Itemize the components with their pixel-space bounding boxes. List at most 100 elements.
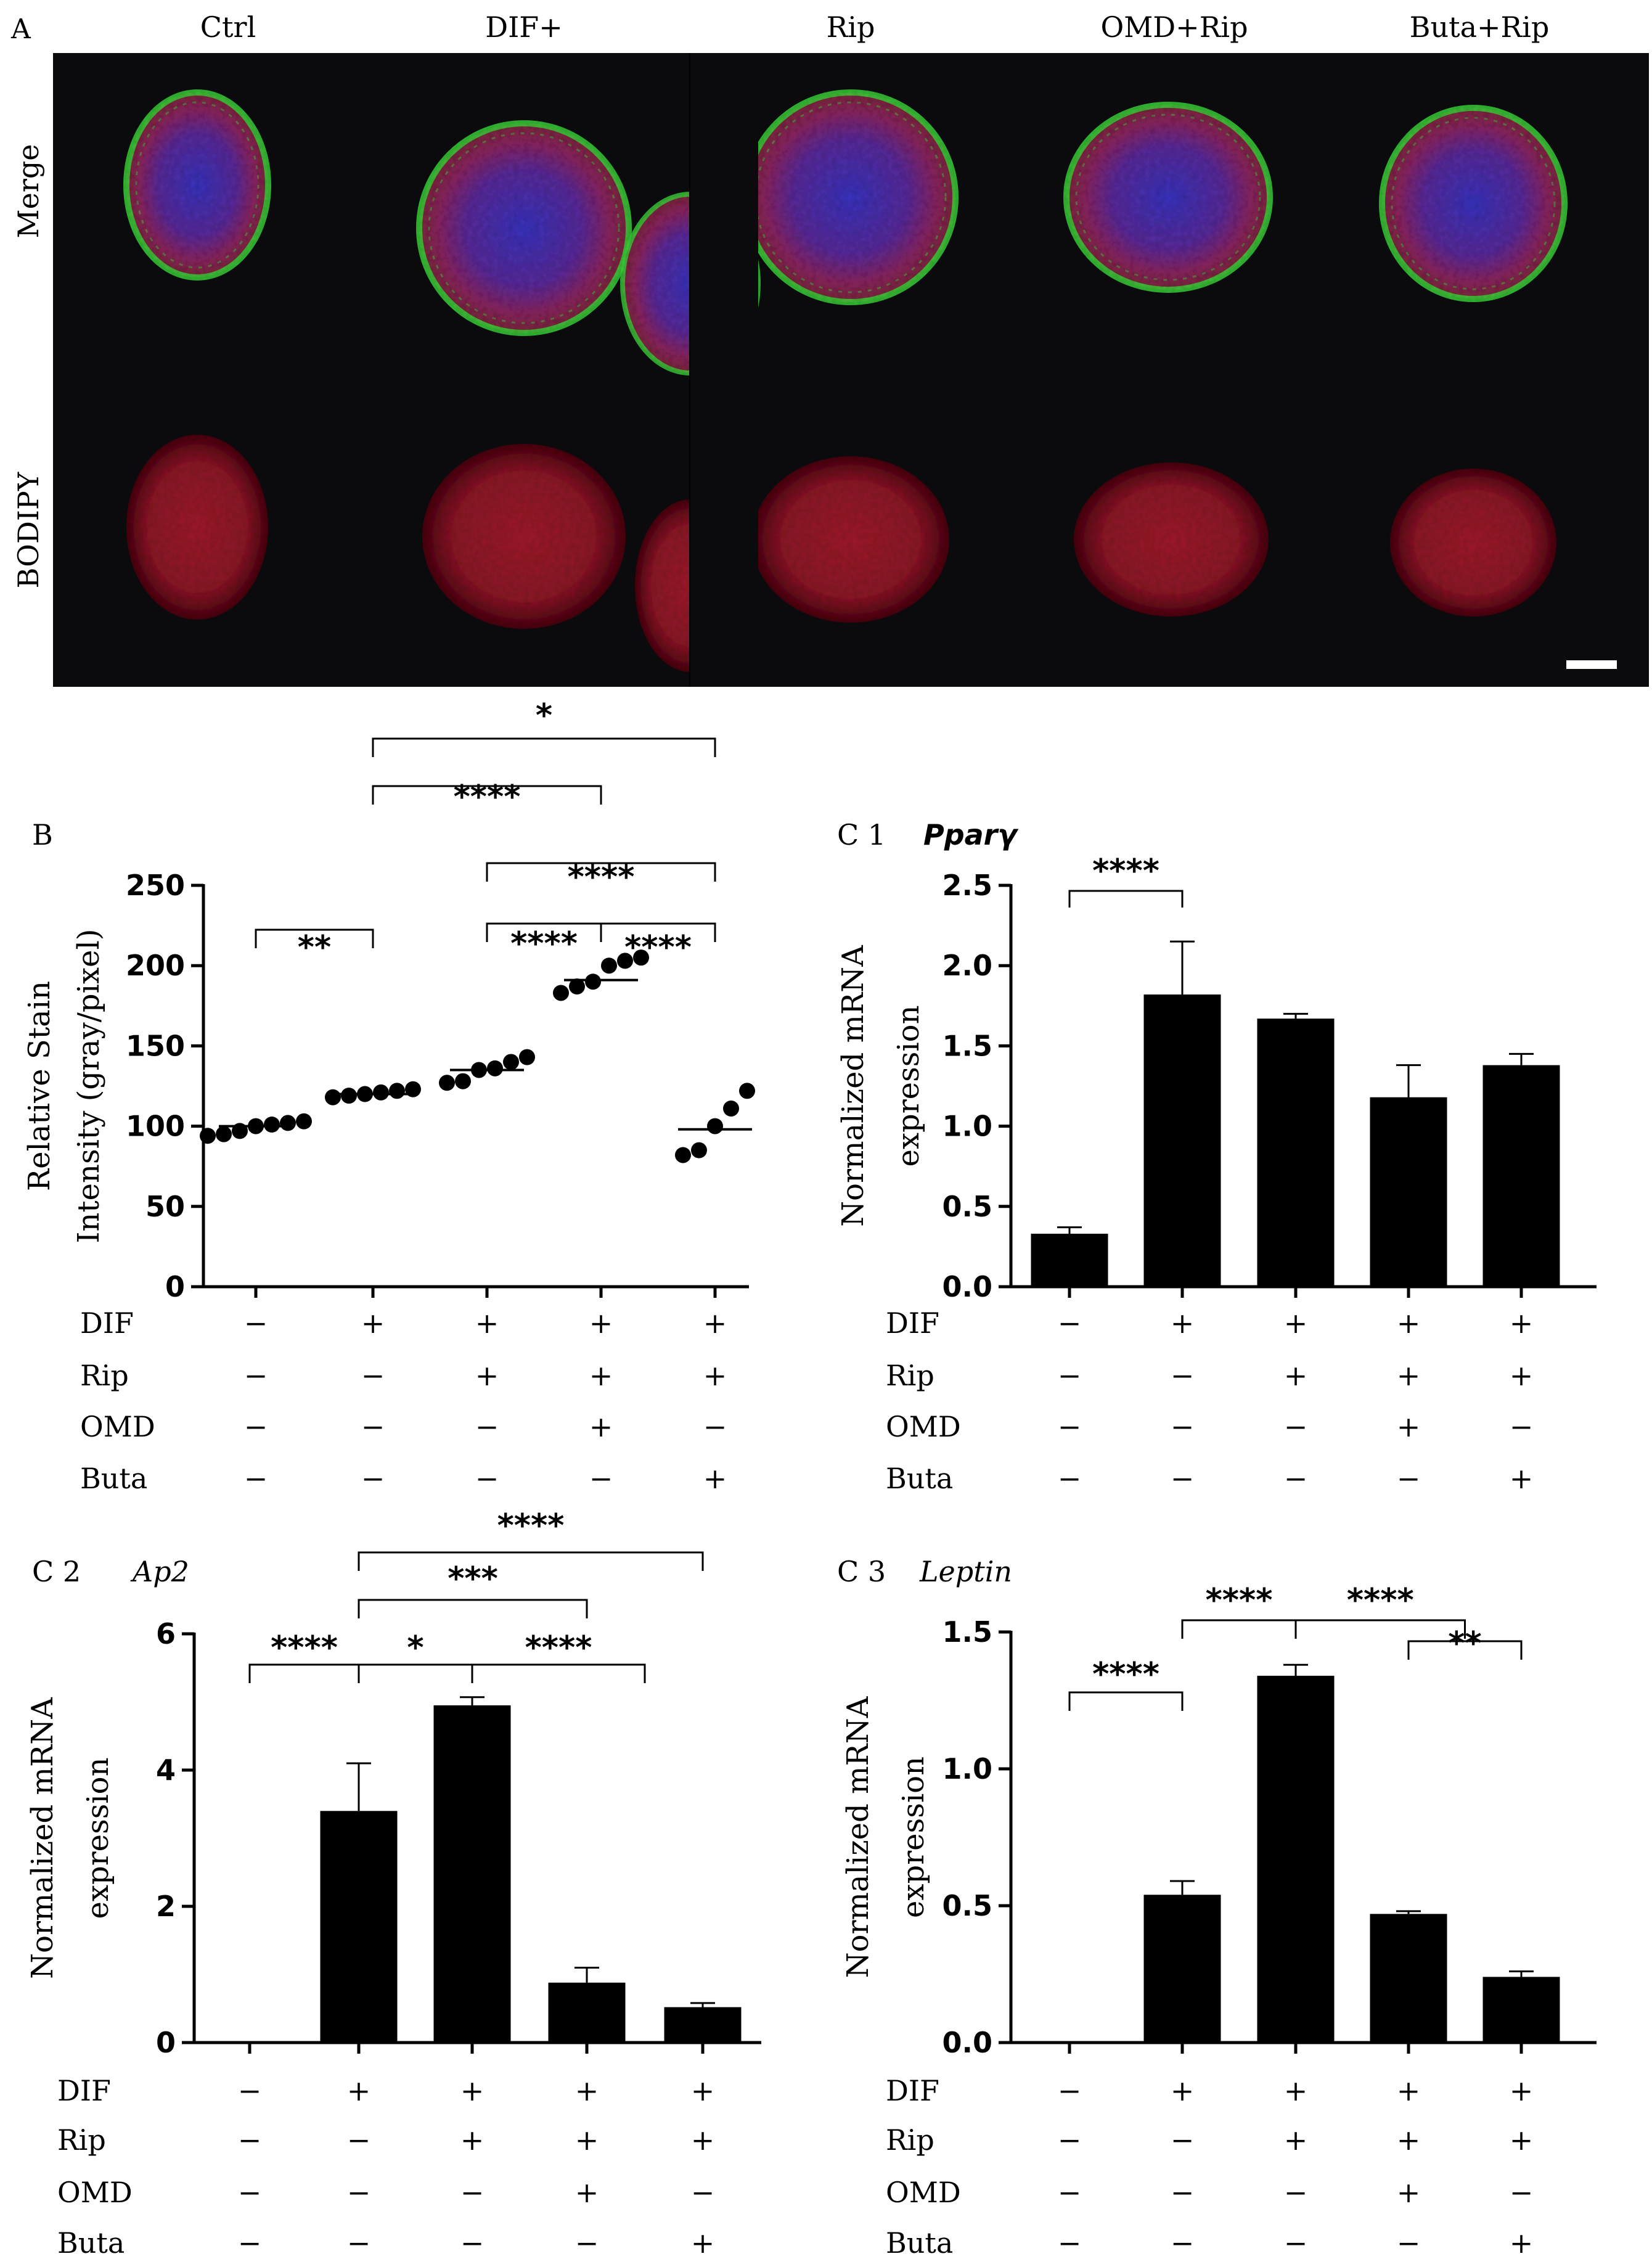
- condition-label: Buta: [886, 1462, 953, 1495]
- significance-label: ****: [1206, 1582, 1273, 1619]
- y-axis-label: Intensity (gray/pixel): [72, 929, 106, 1243]
- condition-mark: +: [1510, 2123, 1534, 2157]
- significance-label: ****: [1092, 853, 1159, 890]
- data-point: [341, 1088, 357, 1104]
- condition-mark: +: [475, 1306, 499, 1340]
- condition-mark: +: [1397, 2176, 1421, 2209]
- condition-mark: +: [575, 2074, 599, 2107]
- data-point: [264, 1116, 280, 1133]
- significance-label: **: [1448, 1625, 1481, 1662]
- bodipy-spheroid: [1074, 462, 1269, 617]
- significance-bracket: [600, 922, 716, 942]
- condition-label: Buta: [886, 2226, 953, 2260]
- condition-mark: −: [1058, 2074, 1082, 2107]
- condition-mark: +: [1171, 2074, 1195, 2107]
- condition-mark: +: [703, 1462, 727, 1495]
- significance-label: ****: [624, 929, 692, 966]
- condition-mark: +: [361, 1306, 385, 1340]
- y-tick-label: 4: [156, 1753, 176, 1787]
- y-axis-label: Normalized mRNA: [25, 1697, 60, 1979]
- condition-mark: +: [1171, 1306, 1195, 1340]
- condition-mark: −: [691, 2176, 715, 2209]
- data-point: [200, 1128, 216, 1144]
- bar: [1370, 1914, 1447, 2043]
- condition-mark: −: [1510, 2176, 1534, 2209]
- data-point: [373, 1084, 389, 1101]
- tile-gap: [690, 53, 758, 687]
- condition-mark: +: [1397, 2123, 1421, 2157]
- condition-mark: +: [1510, 1306, 1534, 1340]
- condition-mark: +: [460, 2074, 485, 2107]
- y-tick-label: 150: [126, 1029, 185, 1062]
- data-point: [723, 1100, 739, 1117]
- condition-mark: −: [1397, 2226, 1421, 2260]
- condition-mark: +: [575, 2123, 599, 2157]
- data-point: [691, 1142, 707, 1158]
- column-labels: Ctrl DIF+ Rip OMD+Rip Buta+Rip: [200, 10, 1550, 44]
- significance-label: ****: [454, 779, 521, 816]
- merge-spheroid: [1379, 105, 1568, 302]
- condition-mark: +: [1510, 1359, 1534, 1392]
- condition-mark: +: [1397, 1306, 1421, 1340]
- data-point: [601, 957, 617, 974]
- y-tick-label: 250: [126, 869, 185, 902]
- panel-letter: C 3: [837, 1555, 886, 1588]
- condition-mark: −: [1058, 2226, 1082, 2260]
- bar: [1143, 994, 1221, 1287]
- condition-mark: −: [244, 1359, 268, 1392]
- row-label: BODIPY: [12, 472, 45, 588]
- condition-label: Rip: [80, 1359, 129, 1392]
- y-tick-label: 50: [145, 1190, 185, 1223]
- condition-mark: −: [1058, 2123, 1082, 2157]
- condition-mark: −: [1171, 1359, 1195, 1392]
- y-tick-label: 0.0: [943, 2026, 993, 2059]
- condition-mark: −: [1058, 1410, 1082, 1443]
- data-point: [296, 1113, 312, 1129]
- condition-mark: −: [1171, 2226, 1195, 2260]
- y-tick-label: 1.0: [943, 1752, 993, 1785]
- column-label: Ctrl: [200, 10, 256, 44]
- bar: [1257, 1019, 1335, 1287]
- significance-bracket: [1181, 1619, 1297, 1639]
- bar: [1031, 1234, 1108, 1287]
- condition-mark: −: [1058, 1306, 1082, 1340]
- y-tick-label: 200: [126, 949, 185, 982]
- condition-mark: +: [691, 2226, 715, 2260]
- merge-spheroid-membrane: [135, 101, 260, 269]
- merge-spheroid: [1063, 102, 1273, 293]
- condition-mark: +: [1510, 1462, 1534, 1495]
- gene-title: Pparγ: [923, 818, 1019, 851]
- condition-label: DIF: [57, 2074, 111, 2107]
- bodipy-spheroid: [1390, 469, 1556, 617]
- significance-label: ****: [271, 1630, 338, 1666]
- condition-mark: −: [1171, 2123, 1195, 2157]
- chart-panel-b: B 0 50 100 150 200 250 Relative Stain Intensity …: [22, 697, 755, 1495]
- condition-mark: −: [1058, 1359, 1082, 1392]
- significance-bracket: [1068, 890, 1184, 908]
- y-tick-label: 0: [165, 1270, 185, 1303]
- gene-title: Ap2: [130, 1555, 189, 1588]
- significance-bracket: [1294, 1619, 1466, 1639]
- significance-bracket: [358, 1599, 588, 1618]
- bar: [1482, 1977, 1560, 2043]
- condition-mark: +: [1284, 2123, 1308, 2157]
- data-point: [325, 1089, 341, 1105]
- condition-mark: −: [1058, 1462, 1082, 1495]
- merge-spheroid: [743, 89, 959, 305]
- condition-label: Rip: [57, 2123, 106, 2157]
- panel-a-letter: A: [10, 14, 31, 45]
- row-label: Merge: [12, 144, 45, 239]
- bar: [548, 1982, 626, 2043]
- chart-panel-c1: C 1 Pparγ 0.0 0.5 1.0 1.5 2.0 2.5 Normalized mRN…: [836, 818, 1597, 1495]
- data-point: [633, 949, 649, 966]
- condition-mark: −: [244, 1306, 268, 1340]
- y-tick-label: 0.5: [943, 1190, 993, 1223]
- y-tick-label: 0: [156, 2026, 176, 2059]
- significance-label: ***: [448, 1560, 498, 1597]
- condition-mark: −: [238, 2176, 262, 2209]
- column-label: OMD+Rip: [1100, 10, 1248, 44]
- condition-mark: +: [1284, 2074, 1308, 2107]
- y-axis-label: expression: [81, 1758, 115, 1919]
- bodipy-spheroid: [752, 456, 949, 623]
- bar: [1143, 1895, 1221, 2043]
